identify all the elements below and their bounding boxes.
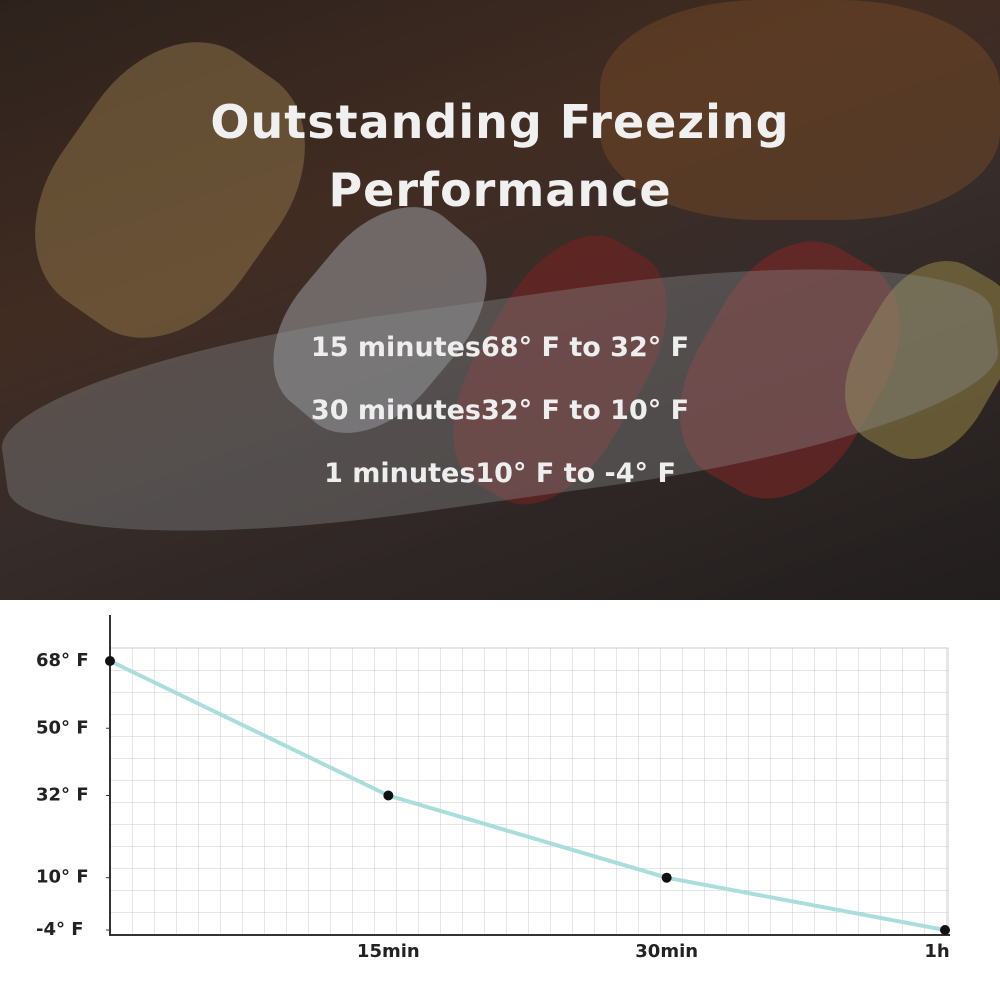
chart: -4° F 10° F 32° F 50° F 68° F 15min 30min 1h bbox=[36, 615, 950, 962]
point bbox=[661, 872, 672, 883]
annotation: 15 minutes68° F to 32° F bbox=[310, 332, 690, 363]
grid-background bbox=[109, 647, 949, 936]
line bbox=[109, 659, 946, 932]
x-tick-label: 30min bbox=[635, 941, 698, 962]
annotation: 1 minutes10° F to -4° F bbox=[324, 458, 676, 489]
point bbox=[383, 790, 394, 801]
y-tick-label: 32° F bbox=[36, 785, 89, 806]
title: Outstanding Freezing Performance bbox=[210, 95, 790, 217]
point bbox=[940, 925, 950, 935]
point bbox=[105, 656, 115, 666]
y-tick-label: 10° F bbox=[36, 867, 89, 888]
x-tick-label: 15min bbox=[357, 941, 420, 962]
y-tick-label: -4° F bbox=[36, 919, 84, 940]
background-photo bbox=[0, 0, 1000, 600]
y-tick-label: 68° F bbox=[36, 650, 89, 671]
y-tick-label: 50° F bbox=[36, 717, 89, 738]
annotation: 30 minutes32° F to 10° F bbox=[310, 395, 690, 426]
x-tick-label: 1h bbox=[924, 941, 949, 962]
